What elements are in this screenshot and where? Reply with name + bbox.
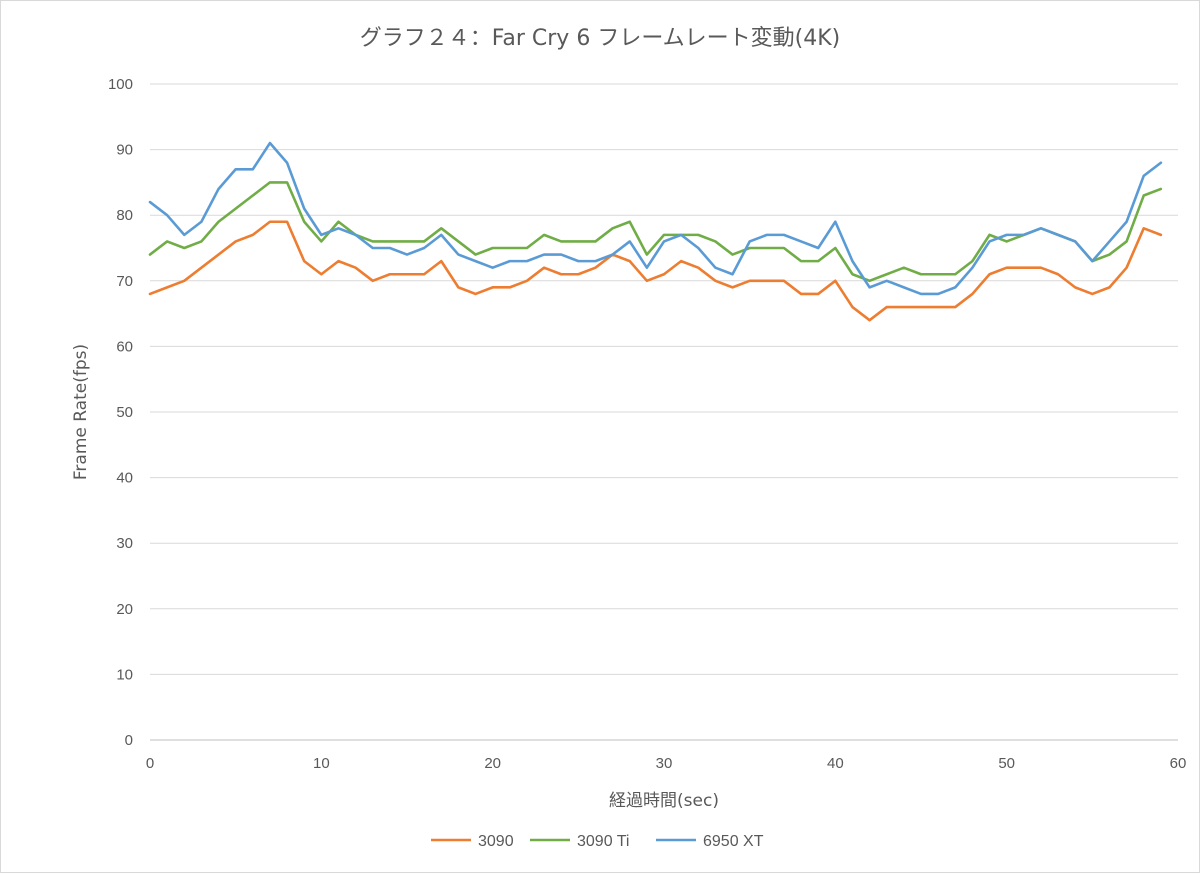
grid-lines [150,83,1178,741]
x-tick-label: 10 [313,755,330,772]
y-tick-label: 70 [116,273,133,290]
x-tick-label: 60 [1170,755,1187,772]
y-tick-label: 60 [116,338,133,355]
x-tick-label: 30 [656,755,673,772]
x-axis-ticks: 0 10 20 30 40 50 60 [146,755,1187,772]
y-tick-label: 100 [108,76,133,93]
legend-label-6950-xt: 6950 XT [703,833,764,850]
y-tick-label: 90 [116,142,133,159]
x-tick-label: 20 [484,755,501,772]
y-tick-label: 20 [116,601,133,618]
y-tick-label: 50 [116,404,133,421]
y-tick-label: 0 [125,732,133,749]
x-tick-label: 0 [146,755,154,772]
x-tick-label: 40 [827,755,844,772]
series-line-3090-ti [148,181,1163,283]
x-tick-label: 50 [998,755,1015,772]
series-line-3090 [148,220,1163,322]
y-tick-label: 40 [116,470,133,487]
series-line-6950-xt [148,141,1163,296]
y-tick-label: 80 [116,207,133,224]
legend-label-3090-ti: 3090 Ti [577,833,629,850]
y-tick-label: 30 [116,535,133,552]
chart-title: グラフ２４：Far Cry 6 フレームレート変動(4K) [360,26,841,51]
y-tick-label: 10 [116,666,133,683]
legend: 3090 3090 Ti 6950 XT [431,833,764,850]
y-axis-label: Frame Rate(fps) [71,344,91,480]
x-axis-label: 経過時間(sec) [609,791,719,811]
legend-label-3090: 3090 [478,833,514,850]
y-axis-ticks: 0 10 20 30 40 50 60 70 80 90 100 [108,76,133,749]
series-lines [148,141,1163,322]
